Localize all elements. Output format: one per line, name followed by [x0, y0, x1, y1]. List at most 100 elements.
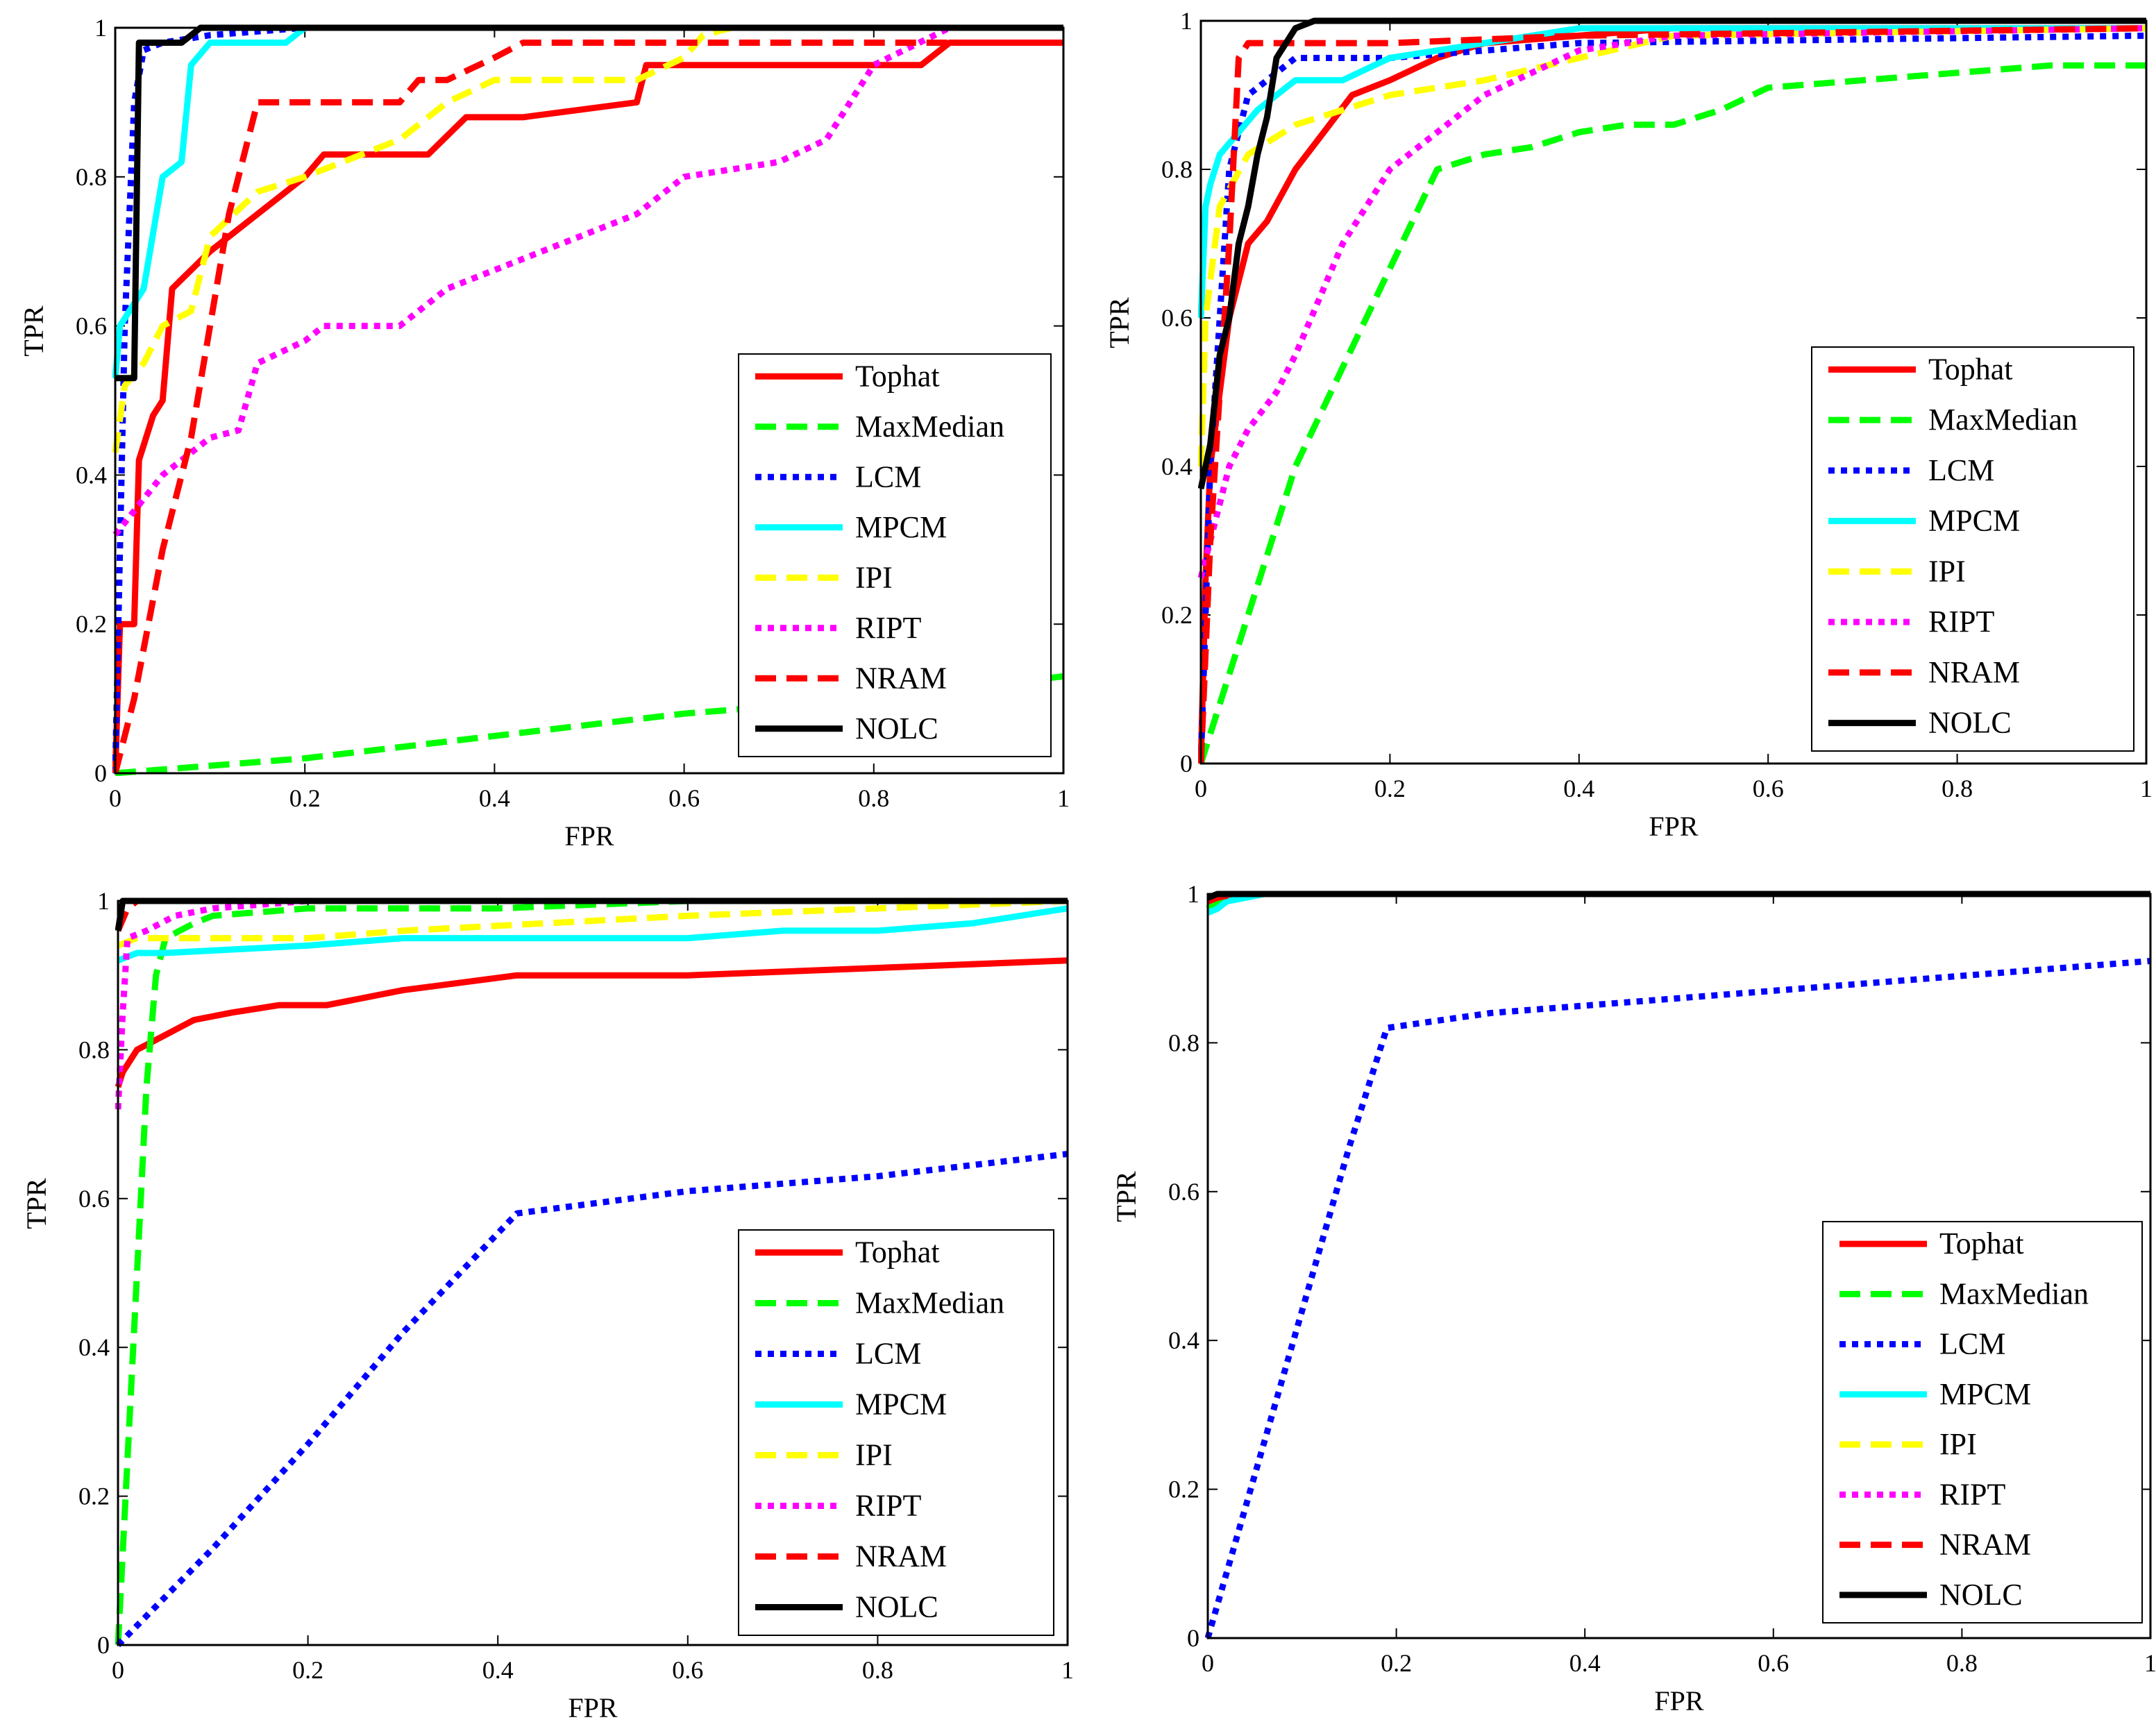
legend-label-maxmedian: MaxMedian — [1928, 403, 2078, 437]
legend: Tophat MaxMedian LCM MPCM IPI RIPT NRAM NOLC — [738, 353, 1052, 757]
x-axis-label: FPR — [564, 820, 614, 852]
series-line-lcm — [1198, 32, 2147, 764]
x-tick-label: 0.6 — [668, 784, 700, 812]
x-tick-label: 1 — [1057, 784, 1070, 812]
legend-label-tophat: Tophat — [855, 1235, 940, 1270]
x-axis-label: FPR — [568, 1692, 617, 1723]
x-tick-label: 0.8 — [1946, 1649, 1978, 1677]
x-tick-label: 1 — [1061, 1656, 1074, 1684]
legend-label-mpcm: MPCM — [1939, 1377, 2031, 1411]
series-line-ript — [112, 24, 1063, 537]
series-line-lcm — [1205, 958, 2151, 1639]
y-tick-label: 0.4 — [78, 1333, 110, 1361]
legend-label-nolc: NOLC — [855, 1590, 938, 1624]
axes-frame — [1199, 19, 2148, 765]
legend-label-lcm: LCM — [1928, 453, 1994, 487]
series-line-nram — [1198, 25, 2147, 764]
y-axis-label: TPR — [1104, 297, 1135, 348]
y-tick-label: 0.2 — [1168, 1476, 1199, 1503]
y-tick-label: 0.6 — [76, 312, 107, 340]
y-axis-label: TPR — [21, 1178, 52, 1229]
x-tick-label: 0 — [1202, 1649, 1214, 1677]
legend-label-nram: NRAM — [855, 1540, 947, 1574]
y-tick-label: 0 — [1187, 1624, 1199, 1652]
legend-label-ript: RIPT — [855, 1489, 921, 1523]
x-tick-label: 0.6 — [1753, 775, 1784, 802]
legend-label-lcm: LCM — [855, 459, 921, 494]
x-tick-label: 0.4 — [482, 1656, 514, 1684]
axes-frame — [1206, 893, 2152, 1639]
legend-box — [1822, 1221, 2143, 1623]
x-tick-label: 0.2 — [1381, 1649, 1412, 1677]
series-line-mpcm — [117, 905, 1068, 963]
x-tick-label: 0.8 — [858, 784, 889, 812]
series-line-tophat — [112, 40, 1063, 774]
y-tick-label: 0 — [1180, 750, 1193, 777]
x-tick-label: 0.8 — [1942, 775, 1973, 802]
y-tick-label: 0.8 — [76, 163, 107, 191]
legend-label-lcm: LCM — [1939, 1327, 2005, 1361]
legend-label-nolc: NOLC — [1928, 706, 2012, 740]
y-tick-label: 1 — [1187, 880, 1199, 908]
y-axis-label: TPR — [18, 305, 49, 357]
axes-frame — [114, 26, 1065, 775]
legend-label-maxmedian: MaxMedian — [855, 410, 1004, 444]
x-tick-label: 0 — [1195, 775, 1207, 802]
series-line-maxmedian — [1198, 62, 2146, 765]
legend-label-maxmedian: MaxMedian — [855, 1286, 1004, 1320]
legend-label-ipi: IPI — [855, 560, 893, 594]
series-group — [1198, 17, 2147, 765]
legend-label-tophat: Tophat — [1928, 352, 2013, 386]
legend-label-nram: NRAM — [855, 661, 947, 695]
y-tick-label: 1 — [94, 14, 107, 42]
y-tick-label: 0.2 — [76, 610, 107, 638]
axes-frame — [117, 900, 1069, 1646]
legend-label-tophat: Tophat — [855, 359, 940, 393]
legend-label-ript: RIPT — [1939, 1477, 2005, 1511]
series-line-maxmedian — [115, 897, 1068, 1646]
series-line-lcm — [115, 1151, 1068, 1648]
y-tick-label: 0 — [94, 759, 107, 787]
y-tick-label: 0.6 — [78, 1185, 110, 1213]
legend-box — [738, 353, 1052, 757]
y-tick-label: 0.6 — [1161, 304, 1193, 332]
legend-label-lcm: LCM — [855, 1337, 921, 1371]
x-axis-label: FPR — [1654, 1685, 1703, 1717]
legend-label-ript: RIPT — [855, 611, 921, 645]
legend-label-nolc: NOLC — [1939, 1578, 2023, 1612]
legend-label-nram: NRAM — [1928, 655, 2020, 689]
series-line-tophat — [115, 957, 1068, 1088]
x-tick-label: 0.4 — [479, 784, 510, 812]
legend-label-maxmedian: MaxMedian — [1939, 1276, 2089, 1310]
legend: Tophat MaxMedian LCM MPCM IPI RIPT NRAM NOLC — [738, 1229, 1054, 1636]
legend-box — [738, 1229, 1054, 1636]
y-tick-label: 0.6 — [1168, 1178, 1199, 1206]
legend-label-ipi: IPI — [1939, 1427, 1977, 1461]
series-line-nram — [112, 40, 1063, 775]
series-line-ript — [1198, 25, 2147, 579]
y-tick-label: 0 — [97, 1631, 110, 1659]
legend-label-tophat: Tophat — [1939, 1226, 2024, 1260]
legend-label-nram: NRAM — [1939, 1528, 2031, 1562]
y-tick-label: 0.2 — [78, 1483, 110, 1510]
x-tick-label: 0.2 — [292, 1656, 323, 1684]
chart-panel-bottom-right: 0 0.2 0.4 0.6 0.8 1 0 0.2 0.4 0.6 0.8 1 FPR TPR Tophat… — [1111, 880, 2156, 1717]
series-line-maxmedian — [1206, 891, 2150, 911]
series-line-mpcm — [1198, 25, 2146, 319]
x-tick-label: 0.6 — [672, 1656, 703, 1684]
legend: Tophat MaxMedian LCM MPCM IPI RIPT NRAM NOLC — [1811, 346, 2134, 752]
x-tick-label: 0.4 — [1569, 1649, 1601, 1677]
legend-box — [1811, 346, 2134, 752]
legend-label-nolc: NOLC — [855, 711, 938, 745]
x-tick-label: 1 — [2140, 775, 2153, 802]
legend: Tophat MaxMedian LCM MPCM IPI RIPT NRAM NOLC — [1822, 1221, 2143, 1623]
x-tick-label: 0.2 — [289, 784, 321, 812]
y-tick-label: 0.8 — [1161, 155, 1193, 183]
series-line-nolc — [1198, 17, 2146, 490]
y-tick-label: 0.8 — [1168, 1029, 1199, 1056]
legend-label-mpcm: MPCM — [855, 1388, 947, 1422]
legend-label-ipi: IPI — [1928, 554, 1966, 588]
series-line-ipi — [112, 24, 1063, 453]
y-tick-label: 1 — [97, 887, 110, 915]
